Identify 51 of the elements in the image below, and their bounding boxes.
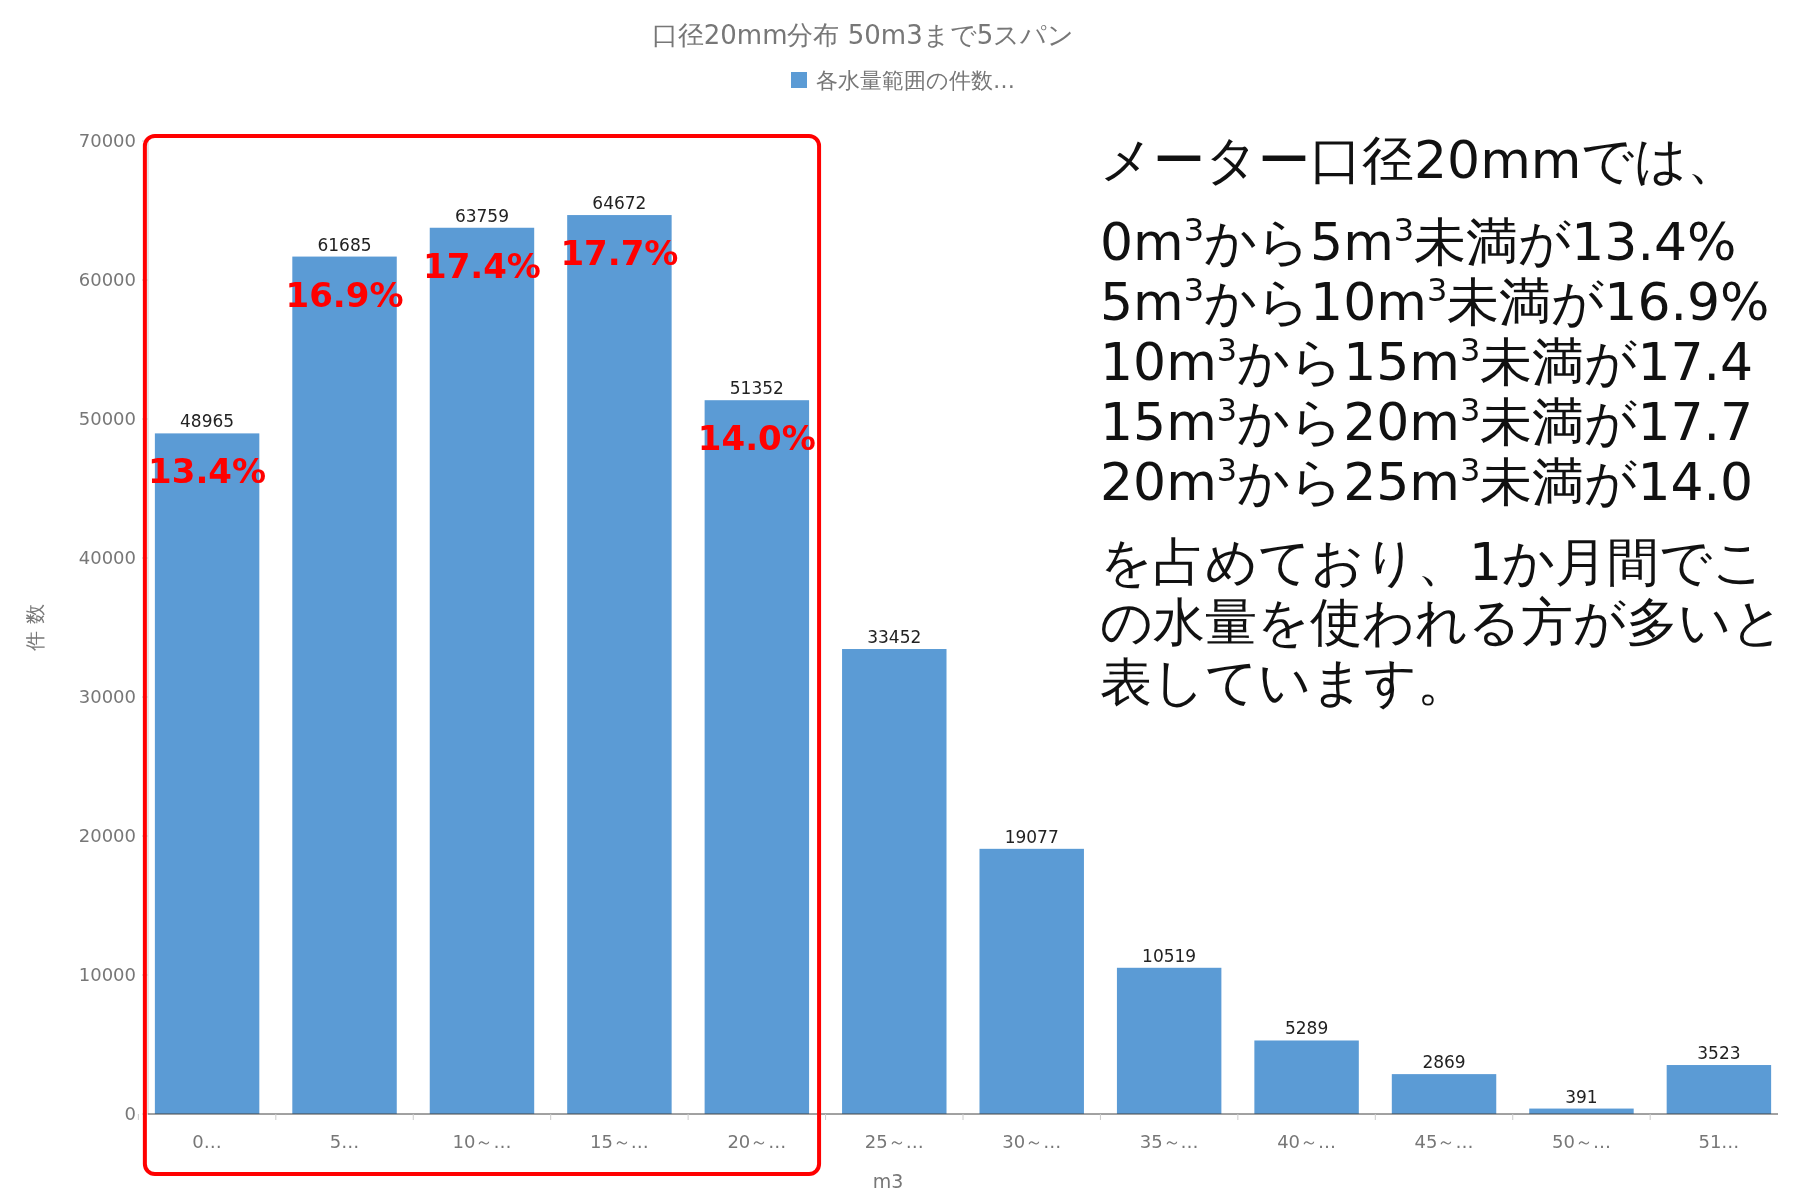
data-label: 19077 [1004, 826, 1059, 847]
data-label: 2869 [1422, 1052, 1466, 1073]
bar [1116, 967, 1222, 1114]
y-tick-label: 40000 [78, 547, 136, 568]
annotation: 表しています。 [1100, 652, 1469, 712]
bar [1254, 1040, 1359, 1114]
data-label: 33452 [867, 627, 922, 648]
data-label: 391 [1565, 1086, 1598, 1107]
data-label: 63759 [454, 205, 510, 226]
bar [979, 848, 1084, 1114]
x-tick-label: 51… [1698, 1131, 1740, 1152]
data-label: 10519 [1142, 945, 1197, 966]
annotation: 0m$^{3}$から5m$^{3}$未満が13.4% [1100, 211, 1737, 272]
x-tick-label: 40～… [1277, 1131, 1337, 1152]
y-tick-label: 50000 [78, 408, 136, 429]
x-tick-label: 35～… [1139, 1131, 1199, 1152]
data-label: 48965 [180, 411, 235, 432]
bar [1666, 1065, 1772, 1114]
x-tick-label: 15～… [589, 1131, 649, 1152]
y-tick-label: 20000 [78, 825, 136, 846]
annotation: 5m$^{3}$から10m$^{3}$未満が16.9% [1100, 271, 1770, 332]
x-tick-label: 45～… [1414, 1131, 1474, 1152]
data-label: 3523 [1697, 1043, 1741, 1064]
bar [842, 649, 947, 1114]
x-axis-title: m3 [872, 1170, 904, 1192]
x-tick-label: 0… [192, 1131, 222, 1152]
data-label: 5289 [1284, 1018, 1329, 1039]
annotation: 20m$^{3}$から25m$^{3}$未満が14.0 [1100, 451, 1754, 512]
x-tick-label: 25～… [864, 1131, 924, 1152]
y-tick-label: 60000 [78, 269, 136, 290]
legend-label: 各水量範囲の件数… [816, 68, 1015, 93]
data-label: 61685 [317, 234, 372, 255]
x-tick-label: 10～… [452, 1131, 512, 1152]
y-axis-title: 件 数 [23, 604, 47, 651]
x-tick-label: 20～… [727, 1131, 787, 1152]
y-tick-label: 70000 [78, 130, 136, 151]
annotation: の水量を使われる方が多いと [1100, 592, 1784, 652]
annotation: 10m$^{3}$から15m$^{3}$未満が17.4 [1100, 331, 1754, 392]
data-label: 51352 [729, 378, 784, 399]
bar [1391, 1074, 1497, 1114]
data-label: 64672 [592, 193, 647, 214]
annotation: を占めており、1か月間でこ [1100, 532, 1766, 592]
x-tick-label: 5… [329, 1131, 360, 1152]
chart-title: 口径20mm分布 50m3まで5スパン [651, 20, 1075, 50]
annotation: メーター口径20mmでは、 [1100, 130, 1740, 190]
annotation: 15m$^{3}$から20m$^{3}$未満が17.7 [1100, 391, 1754, 452]
y-tick-label: 0 [124, 1103, 136, 1124]
x-tick-label: 50～… [1552, 1131, 1611, 1152]
y-tick-label: 30000 [78, 686, 136, 707]
y-tick-label: 10000 [78, 964, 136, 985]
x-tick-label: 30～… [1002, 1131, 1062, 1152]
